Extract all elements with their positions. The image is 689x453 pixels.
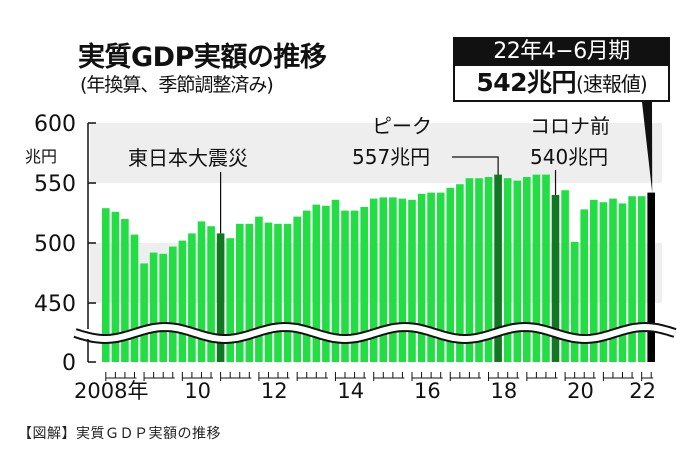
peak-label: ピーク	[372, 114, 432, 138]
bar	[532, 174, 541, 362]
bar	[283, 223, 292, 362]
x-tick-label: 10	[184, 379, 211, 403]
bar	[551, 195, 560, 362]
y-tick-label: 0	[62, 351, 76, 376]
y-tick-label: 550	[34, 172, 76, 197]
bar	[542, 174, 550, 362]
earthquake-label: 東日本大震災	[128, 146, 248, 170]
bar	[302, 210, 311, 362]
bar	[609, 198, 617, 362]
x-tick-label: 14	[337, 379, 364, 403]
bar	[580, 209, 588, 362]
peak-leader-line	[452, 156, 499, 175]
x-tick-label: 18	[491, 379, 518, 403]
y-unit-label: 兆円	[25, 147, 57, 166]
grid-band	[90, 123, 662, 183]
bar	[503, 178, 512, 362]
bar	[369, 198, 378, 362]
bar	[436, 192, 445, 362]
bar	[389, 197, 397, 362]
bar	[427, 192, 435, 362]
bar	[102, 208, 110, 362]
chart-subtitle: (年換算、季節調整済み)	[80, 74, 274, 96]
latest-period-label: 22年4−6月期	[453, 37, 670, 66]
bar	[408, 199, 416, 362]
x-tick-label: 12	[261, 379, 288, 403]
bar	[360, 207, 368, 362]
bar	[647, 192, 655, 362]
bar	[599, 202, 608, 362]
bar	[341, 210, 349, 362]
chart-title: 実質GDP実額の推移	[78, 42, 327, 73]
latest-callout-pointer	[642, 102, 653, 193]
latest-value-note: (速報値)	[576, 72, 648, 96]
y-tick-label: 500	[34, 232, 76, 257]
latest-value-callout: 542兆円(速報値)	[453, 66, 670, 102]
bar	[121, 219, 129, 362]
bar	[236, 223, 244, 362]
bar	[590, 199, 598, 362]
bar	[216, 233, 225, 362]
bar	[494, 174, 502, 362]
bar	[570, 241, 579, 362]
bar	[312, 204, 321, 362]
bar	[628, 196, 636, 362]
bar	[255, 216, 263, 362]
bar	[523, 177, 531, 362]
y-tick-label: 450	[34, 292, 76, 317]
bar	[379, 197, 388, 362]
bar	[169, 246, 177, 362]
bar	[188, 233, 196, 362]
bar	[322, 205, 330, 362]
bar	[226, 238, 234, 362]
pre-covid-label: コロナ前	[530, 114, 610, 138]
bar	[637, 196, 646, 362]
bar	[446, 187, 455, 362]
bar	[350, 210, 359, 362]
bar	[618, 203, 627, 362]
x-tick-label: 20	[567, 379, 594, 403]
bar	[475, 178, 483, 362]
x-tick-label: 22	[629, 379, 656, 403]
bar	[264, 222, 273, 362]
bar	[130, 234, 139, 362]
bar	[513, 180, 522, 362]
axis-break-wave	[74, 323, 676, 343]
bar	[456, 184, 464, 362]
bar	[111, 211, 120, 362]
bar	[159, 253, 167, 362]
bar	[398, 198, 407, 362]
bar	[245, 223, 254, 362]
bar	[561, 190, 569, 362]
bar	[149, 252, 158, 362]
bar	[197, 221, 206, 362]
bar	[207, 226, 215, 362]
bar	[465, 178, 474, 362]
bar	[484, 177, 493, 362]
x-tick-label: 2008年	[74, 379, 148, 403]
bar	[178, 240, 187, 362]
y-tick-label: 600	[34, 112, 76, 137]
figure-caption: 【図解】実質ＧＤＰ実額の推移	[18, 426, 221, 442]
bar	[417, 193, 426, 362]
x-tick-label: 16	[414, 379, 441, 403]
peak-value-label: 557兆円	[352, 145, 430, 169]
bar	[274, 223, 282, 362]
bar	[293, 216, 301, 362]
latest-value: 542兆円	[476, 68, 577, 97]
bar	[140, 263, 148, 362]
bar	[331, 199, 340, 362]
pre-covid-value-label: 540兆円	[530, 145, 608, 169]
